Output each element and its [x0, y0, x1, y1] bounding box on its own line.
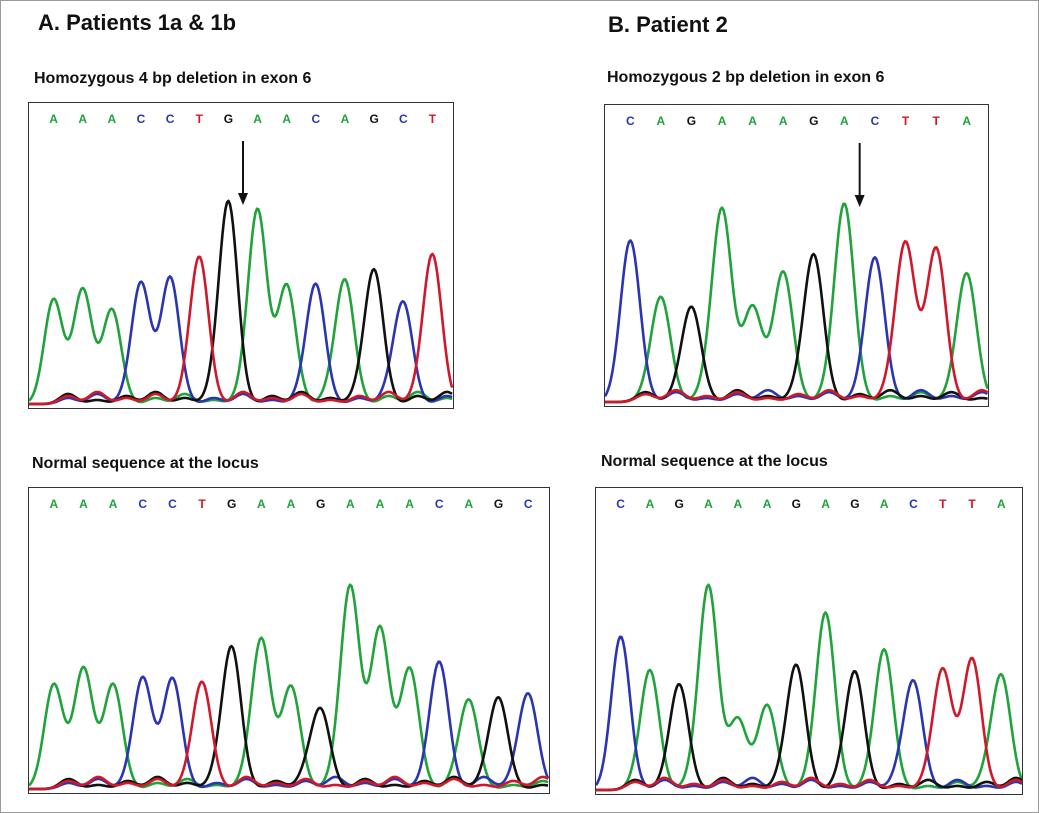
- trace-T: [605, 240, 988, 404]
- base-letter: T: [429, 112, 437, 126]
- base-letter: A: [821, 497, 830, 511]
- base-letter: G: [494, 497, 503, 511]
- base-letter: A: [282, 112, 291, 126]
- trace-label-p1-normal: Normal sequence at the locus: [32, 455, 259, 472]
- base-letter: C: [138, 497, 147, 511]
- base-letter: T: [968, 497, 976, 511]
- base-letter: C: [137, 112, 146, 126]
- base-letter: A: [78, 112, 87, 126]
- base-letter: A: [646, 497, 655, 511]
- base-letter: A: [733, 497, 742, 511]
- base-letter: A: [49, 112, 58, 126]
- base-letter: A: [109, 497, 118, 511]
- base-letter: T: [939, 497, 947, 511]
- base-letter: A: [962, 114, 971, 128]
- trace-A: [596, 583, 1022, 792]
- base-letter: C: [166, 112, 175, 126]
- base-letter: C: [616, 497, 625, 511]
- base-letter: G: [227, 497, 236, 511]
- base-letter: A: [376, 497, 385, 511]
- base-letter: A: [253, 112, 262, 126]
- deletion-arrow: [238, 141, 248, 205]
- base-letter: C: [399, 112, 408, 126]
- base-letter: C: [524, 497, 533, 511]
- base-letter: G: [809, 114, 818, 128]
- base-letter: A: [287, 497, 296, 511]
- base-letter: A: [257, 497, 266, 511]
- base-letter: C: [626, 114, 635, 128]
- base-letter: A: [840, 114, 849, 128]
- trace-C: [596, 635, 1022, 789]
- trace-label-p2-mutant: Homozygous 2 bp deletion in exon 6: [607, 69, 885, 86]
- base-letter: A: [79, 497, 88, 511]
- base-letter: G: [316, 497, 325, 511]
- base-letter: C: [909, 497, 918, 511]
- section-title-a: A. Patients 1a & 1b: [38, 10, 237, 35]
- base-letter: T: [902, 114, 910, 128]
- deletion-arrow: [854, 143, 865, 207]
- base-letter: A: [718, 114, 727, 128]
- trace-T: [29, 252, 453, 406]
- trace-C: [29, 660, 549, 791]
- base-letter: T: [198, 497, 206, 511]
- base-letter: G: [369, 112, 378, 126]
- trace-label-p2-normal: Normal sequence at the locus: [601, 453, 828, 470]
- trace-A: [605, 202, 988, 404]
- section-title-b: B. Patient 2: [608, 12, 728, 37]
- base-letter: A: [763, 497, 772, 511]
- base-letter: A: [108, 112, 117, 126]
- trace-G: [29, 644, 549, 791]
- base-letter: C: [871, 114, 880, 128]
- base-letter: T: [196, 112, 204, 126]
- trace-A: [29, 207, 453, 404]
- trace-A: [29, 583, 549, 789]
- base-letter: G: [687, 114, 696, 128]
- base-letter: A: [346, 497, 355, 511]
- trace-T: [29, 680, 549, 791]
- base-letter: T: [932, 114, 940, 128]
- base-letter: C: [168, 497, 177, 511]
- base-letter: A: [997, 497, 1006, 511]
- base-letter: A: [49, 497, 58, 511]
- base-letter: A: [748, 114, 757, 128]
- base-letter: A: [341, 112, 350, 126]
- base-letter: C: [312, 112, 321, 126]
- trace-G: [596, 663, 1022, 792]
- base-letter: A: [405, 497, 414, 511]
- base-letter: A: [880, 497, 889, 511]
- base-letter: G: [850, 497, 859, 511]
- base-letter: A: [704, 497, 713, 511]
- base-letter: C: [435, 497, 444, 511]
- base-letter: A: [657, 114, 666, 128]
- base-letter: G: [224, 112, 233, 126]
- trace-label-p1-mutant: Homozygous 4 bp deletion in exon 6: [34, 70, 312, 87]
- trace-G: [29, 199, 453, 406]
- base-letter: A: [465, 497, 474, 511]
- trace-C: [29, 275, 453, 406]
- base-letter: G: [675, 497, 684, 511]
- trace-T: [596, 656, 1022, 792]
- base-letter: G: [792, 497, 801, 511]
- base-letter: A: [779, 114, 788, 128]
